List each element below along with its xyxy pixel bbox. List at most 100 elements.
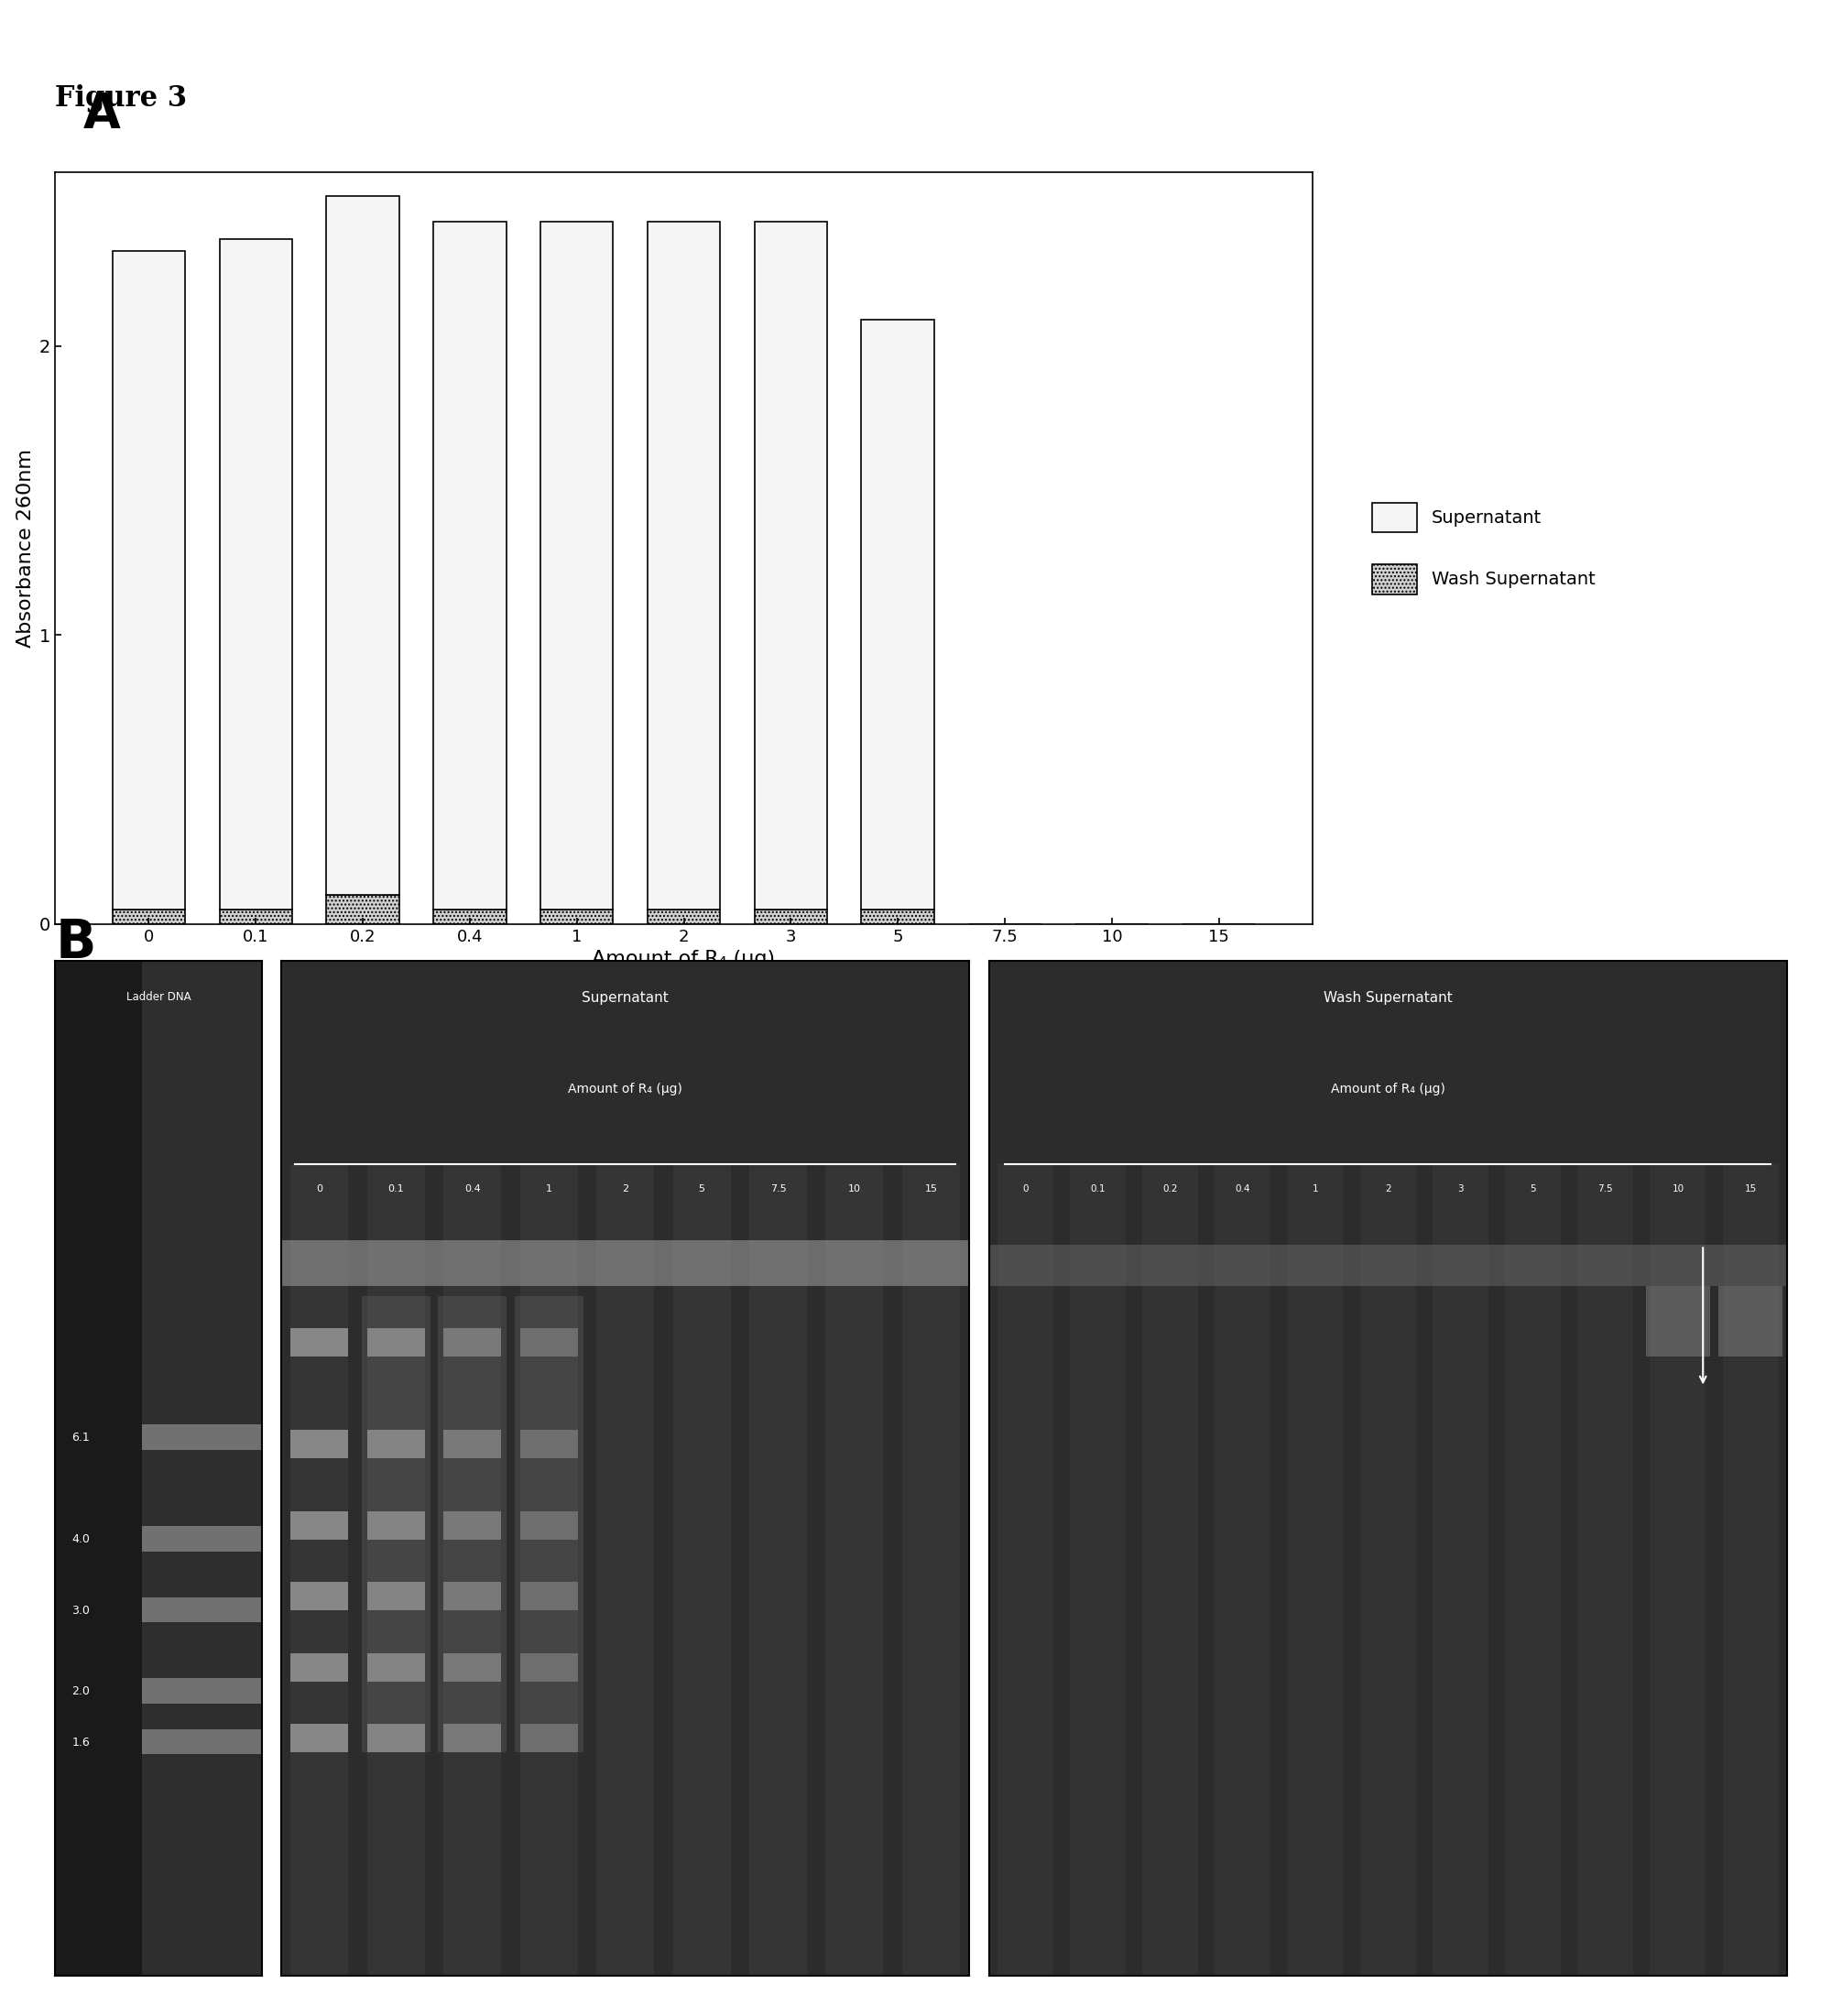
Bar <box>142 1730 262 1754</box>
Bar <box>142 962 262 1976</box>
Bar <box>444 1429 501 1458</box>
Text: 0.4: 0.4 <box>464 1183 481 1193</box>
Text: 7.5: 7.5 <box>1597 1183 1614 1193</box>
Bar <box>326 196 400 895</box>
Bar <box>519 1653 578 1681</box>
Bar <box>291 1653 348 1681</box>
Bar <box>291 1724 348 1752</box>
Bar <box>367 1653 426 1681</box>
Bar <box>519 1429 578 1458</box>
Bar <box>367 1510 426 1540</box>
Bar <box>755 222 827 909</box>
Text: B: B <box>55 917 96 970</box>
Text: 0.4: 0.4 <box>1236 1183 1251 1193</box>
Text: 0: 0 <box>1022 1183 1028 1193</box>
Bar <box>367 1724 426 1752</box>
Bar <box>672 1163 731 1976</box>
Bar <box>142 1597 262 1623</box>
Bar <box>367 1163 426 1976</box>
Bar <box>438 1296 507 1752</box>
Bar <box>1577 1163 1634 1976</box>
Bar <box>219 909 293 923</box>
X-axis label: Amount of R₄ (μg): Amount of R₄ (μg) <box>591 950 775 968</box>
Bar <box>647 909 720 923</box>
Bar <box>291 1583 348 1611</box>
Text: Amount of R₄ (μg): Amount of R₄ (μg) <box>567 1083 682 1095</box>
Text: 3.0: 3.0 <box>72 1605 90 1617</box>
Bar <box>519 1163 578 1976</box>
Bar <box>367 1429 426 1458</box>
Bar <box>862 321 934 909</box>
Bar <box>1288 1163 1343 1976</box>
Bar <box>291 1163 348 1976</box>
Bar <box>326 895 400 923</box>
Bar <box>291 1510 348 1540</box>
Text: 5: 5 <box>698 1183 705 1193</box>
Bar <box>361 1296 431 1752</box>
Text: 10: 10 <box>1673 1183 1684 1193</box>
Bar <box>540 222 613 909</box>
Bar <box>367 1329 426 1357</box>
Bar <box>444 1583 501 1611</box>
Text: 0.1: 0.1 <box>1090 1183 1105 1193</box>
Text: 10: 10 <box>847 1183 860 1193</box>
Bar <box>989 1246 1787 1286</box>
Bar <box>291 1329 348 1357</box>
Text: 0.2: 0.2 <box>1162 1183 1177 1193</box>
Text: 1: 1 <box>1312 1183 1319 1193</box>
Text: 2: 2 <box>623 1183 628 1193</box>
Text: Ladder DNA: Ladder DNA <box>125 992 192 1004</box>
Bar <box>444 1510 501 1540</box>
Legend: Supernatant, Wash Supernatant: Supernatant, Wash Supernatant <box>1363 494 1604 603</box>
Bar <box>1216 1163 1271 1976</box>
Text: 0.1: 0.1 <box>389 1183 403 1193</box>
Text: 2.0: 2.0 <box>72 1685 90 1697</box>
Bar <box>1505 1163 1560 1976</box>
Bar <box>997 1163 1054 1976</box>
Text: 15: 15 <box>1744 1183 1757 1193</box>
Bar <box>1647 1286 1709 1357</box>
Bar <box>142 1526 262 1552</box>
Y-axis label: Absorbance 260nm: Absorbance 260nm <box>17 450 35 647</box>
Bar <box>433 909 507 923</box>
Bar <box>142 1679 262 1704</box>
Bar <box>444 1653 501 1681</box>
Bar <box>825 1163 884 1976</box>
Text: Amount of R₄ (μg): Amount of R₄ (μg) <box>1330 1083 1444 1095</box>
Bar <box>519 1329 578 1357</box>
Text: 6.1: 6.1 <box>72 1431 90 1443</box>
Bar <box>1359 1163 1416 1976</box>
Text: 1: 1 <box>545 1183 553 1193</box>
Text: 4.0: 4.0 <box>72 1534 90 1546</box>
Bar <box>514 1296 584 1752</box>
Text: A: A <box>83 91 120 139</box>
Bar <box>282 1240 969 1286</box>
Bar <box>444 1724 501 1752</box>
Bar <box>1433 1163 1488 1976</box>
Bar <box>1722 1163 1778 1976</box>
Bar <box>750 1163 807 1976</box>
Text: 15: 15 <box>925 1183 938 1193</box>
Bar <box>1142 1163 1197 1976</box>
Text: 0: 0 <box>317 1183 322 1193</box>
Text: Supernatant: Supernatant <box>582 992 669 1006</box>
Bar <box>112 909 186 923</box>
Bar <box>519 1583 578 1611</box>
Bar <box>142 1425 262 1450</box>
Bar <box>647 222 720 909</box>
Text: 2: 2 <box>1385 1183 1391 1193</box>
Bar <box>1650 1163 1706 1976</box>
Text: 5: 5 <box>1531 1183 1536 1193</box>
Text: 1.6: 1.6 <box>72 1736 90 1748</box>
Text: 7.5: 7.5 <box>770 1183 787 1193</box>
Bar <box>291 1429 348 1458</box>
Bar <box>367 1583 426 1611</box>
Bar <box>540 909 613 923</box>
Bar <box>433 222 507 909</box>
Bar <box>219 240 293 909</box>
Bar <box>112 250 186 909</box>
Bar <box>519 1510 578 1540</box>
Bar <box>597 1163 654 1976</box>
Bar <box>1719 1286 1783 1357</box>
Text: Figure 3: Figure 3 <box>55 85 188 113</box>
